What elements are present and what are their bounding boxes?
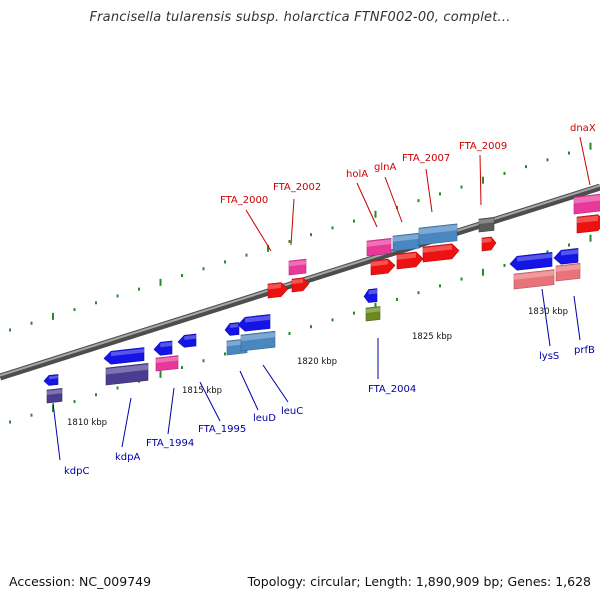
gene-labels: kdpC kdpA FTA_1994 FTA_1995 leuD leuC FTA_2000… (64, 123, 596, 477)
gene-label-kdpa[interactable]: kdpA (115, 452, 140, 463)
gene-glyph (478, 217, 495, 233)
scale-label: 1815 kbp (182, 386, 222, 396)
gene-label-fta-1994[interactable]: FTA_1994 (146, 438, 194, 449)
scale-label: 1825 kbp (412, 332, 452, 342)
label-leader (52, 402, 61, 461)
label-leader (262, 364, 289, 403)
label-leaders (52, 136, 591, 461)
gene-glyph (267, 282, 289, 299)
gene-glyph (573, 193, 600, 215)
gene-glyph (370, 258, 396, 276)
gene-glyph (153, 340, 173, 356)
gene-glyph (240, 330, 276, 352)
gene-glyph (155, 355, 179, 372)
label-leader (579, 136, 591, 186)
gene-glyph (422, 243, 460, 263)
gene-glyph (105, 363, 149, 386)
gene-glyph (366, 238, 392, 257)
gene-glyph (365, 306, 381, 322)
label-leader (425, 168, 433, 213)
gene-label-lyss[interactable]: lysS (539, 351, 559, 362)
label-leader (167, 387, 175, 435)
label-leader (573, 295, 581, 341)
gene-label-fta-2007[interactable]: FTA_2007 (402, 153, 450, 164)
accession-text: Accession: NC_009749 (9, 574, 152, 589)
gene-glyph (363, 288, 378, 303)
gene-label-kdpc[interactable]: kdpC (64, 466, 89, 477)
gene-label-dnax[interactable]: dnaX (570, 123, 596, 134)
gene-glyph (555, 263, 581, 282)
gene-glyph (513, 269, 555, 290)
label-leader (121, 397, 132, 448)
gene-label-fta-2000[interactable]: FTA_2000 (220, 195, 268, 206)
scale-label: 1820 kbp (297, 357, 337, 367)
gene-features[interactable] (43, 193, 600, 404)
label-leader (290, 198, 295, 246)
gene-glyph (418, 223, 458, 246)
gene-glyph (576, 214, 600, 234)
gene-label-leud[interactable]: leuD (253, 413, 276, 424)
gene-label-glna[interactable]: glnA (374, 162, 396, 173)
gene-glyph (509, 252, 553, 271)
gene-label-leuc[interactable]: leuC (281, 406, 303, 417)
gene-glyph (177, 333, 197, 348)
scale-labels: 1810 kbp 1815 kbp 1820 kbp 1825 kbp 1830 kbp (67, 307, 568, 428)
gene-glyph (224, 322, 240, 336)
topology-text: Topology: circular; Length: 1,890,909 bp… (247, 574, 591, 589)
gene-glyph (392, 232, 420, 252)
label-leader (356, 182, 378, 228)
gene-glyph (396, 251, 424, 270)
gene-label-fta-2004[interactable]: FTA_2004 (368, 384, 416, 395)
label-leader (199, 381, 221, 422)
gene-label-fta-2002[interactable]: FTA_2002 (273, 182, 321, 193)
gene-glyph (553, 248, 579, 265)
gene-label-fta-1995[interactable]: FTA_1995 (198, 424, 246, 435)
gene-glyph (237, 314, 271, 332)
map-title: Francisella tularensis subsp. holarctica… (89, 10, 511, 25)
scale-label: 1810 kbp (67, 418, 107, 428)
gene-glyph (481, 236, 497, 252)
gene-label-fta-2009[interactable]: FTA_2009 (459, 141, 507, 152)
gene-glyph (103, 347, 145, 365)
label-leader (245, 209, 272, 252)
gene-glyph (288, 258, 307, 276)
label-leader (541, 288, 551, 347)
label-leader (479, 154, 482, 206)
gene-glyph (43, 374, 59, 386)
label-leader (239, 370, 259, 411)
gene-glyph (46, 388, 63, 404)
scale-label: 1830 kbp (528, 307, 568, 317)
label-leader (384, 176, 403, 223)
gene-label-prfb[interactable]: prfB (574, 345, 595, 356)
gene-label-hola[interactable]: holA (346, 169, 368, 180)
gene-glyph (291, 277, 310, 293)
